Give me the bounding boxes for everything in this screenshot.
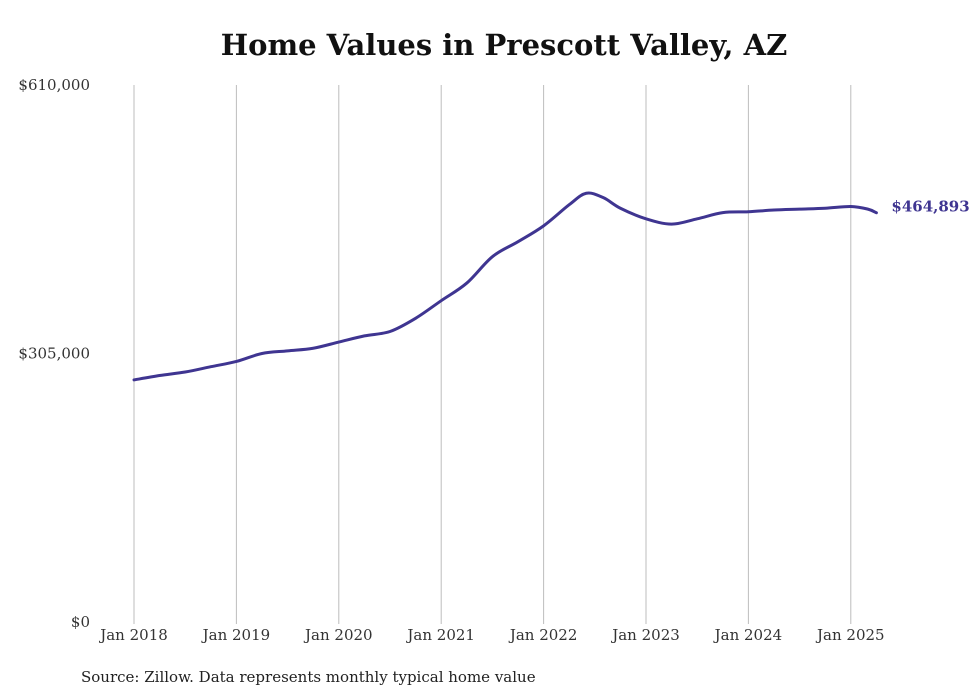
x-tick-label: Jan 2024 bbox=[713, 626, 783, 644]
chart-title: Home Values in Prescott Valley, AZ bbox=[220, 28, 788, 62]
x-tick-label: Jan 2020 bbox=[303, 626, 373, 644]
y-tick-label: $305,000 bbox=[18, 345, 90, 363]
series-line bbox=[132, 191, 878, 382]
gridlines bbox=[133, 85, 852, 624]
x-tick-label: Jan 2018 bbox=[98, 626, 168, 644]
y-tick-label: $0 bbox=[71, 613, 90, 631]
x-axis-ticks: Jan 2018 Jan 2019 Jan 2020 Jan 2021 Jan 2022… bbox=[98, 626, 884, 644]
x-tick-label: Jan 2022 bbox=[508, 626, 578, 644]
x-tick-label: Jan 2021 bbox=[405, 626, 475, 644]
y-tick-label: $610,000 bbox=[18, 76, 90, 94]
source-note: Source: Zillow. Data represents monthly … bbox=[81, 668, 536, 686]
x-tick-label: Jan 2025 bbox=[815, 626, 885, 644]
x-tick-label: Jan 2019 bbox=[201, 626, 271, 644]
end-value-label: $464,893 bbox=[891, 198, 969, 216]
y-axis-ticks: $0 $305,000 $610,000 bbox=[18, 76, 90, 631]
series-layer: $464,893 bbox=[132, 191, 970, 382]
x-tick-label: Jan 2023 bbox=[610, 626, 680, 644]
